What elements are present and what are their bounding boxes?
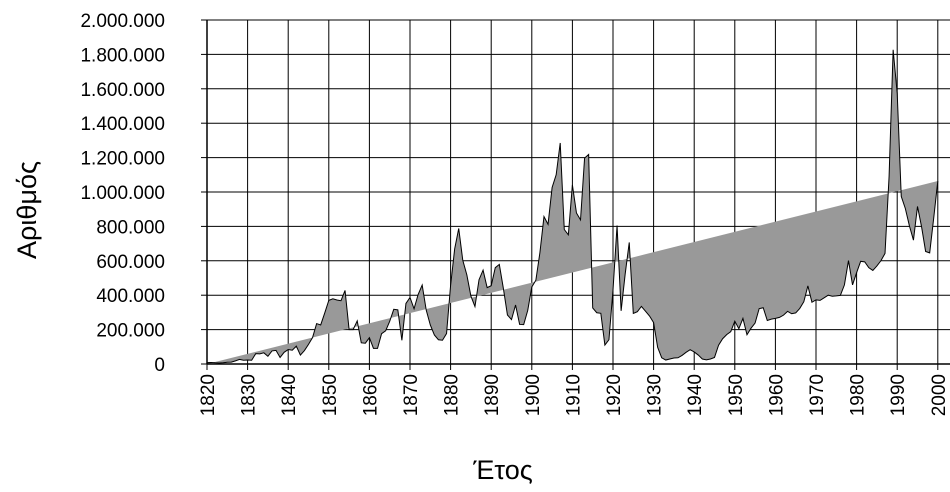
x-tick-label: 1940 — [685, 374, 706, 416]
x-axis-ticks: 1820 1830 1840 1850 1860 1870 1880 1890 1900 1910… — [198, 364, 950, 416]
y-tick-label: 0 — [154, 355, 165, 376]
y-tick-label: 1.800.000 — [80, 45, 165, 66]
x-tick-label: 1870 — [401, 374, 422, 416]
x-tick-label: 1930 — [645, 374, 666, 416]
y-tick-label: 800.000 — [96, 217, 165, 238]
x-tick-label: 1880 — [442, 374, 463, 416]
y-tick-label: 1.000.000 — [80, 183, 165, 204]
y-tick-label: 400.000 — [96, 286, 165, 307]
x-tick-label: 1860 — [360, 374, 381, 416]
y-tick-label: 600.000 — [96, 252, 165, 273]
x-tick-label: 1910 — [563, 374, 584, 416]
x-axis-title: Έτος — [472, 455, 532, 485]
y-tick-label: 1.400.000 — [80, 114, 165, 135]
x-tick-label: 1840 — [279, 374, 300, 416]
data-area-series — [206, 49, 939, 364]
x-tick-label: 1960 — [766, 374, 787, 416]
x-tick-label: 1820 — [198, 374, 219, 416]
y-tick-label: 200.000 — [96, 321, 165, 342]
y-tick-label: 1.600.000 — [80, 80, 165, 101]
x-tick-label: 2000 — [929, 374, 950, 416]
x-tick-label: 1890 — [482, 374, 503, 416]
y-tick-label: 1.200.000 — [80, 149, 165, 170]
x-tick-label: 1830 — [239, 374, 260, 416]
y-axis-ticks: 0 200.000 400.000 600.000 800.000 1.000.000 1.… — [80, 11, 207, 376]
x-tick-label: 1900 — [523, 374, 544, 416]
y-axis-title: Αριθμός — [12, 161, 42, 259]
x-tick-label: 1980 — [848, 374, 869, 416]
x-tick-label: 1950 — [726, 374, 747, 416]
x-tick-label: 1990 — [888, 374, 909, 416]
x-tick-label: 1920 — [604, 374, 625, 416]
x-tick-label: 1850 — [320, 374, 341, 416]
y-tick-label: 2.000.000 — [80, 11, 165, 32]
x-tick-label: 1970 — [807, 374, 828, 416]
gridlines — [206, 19, 950, 365]
